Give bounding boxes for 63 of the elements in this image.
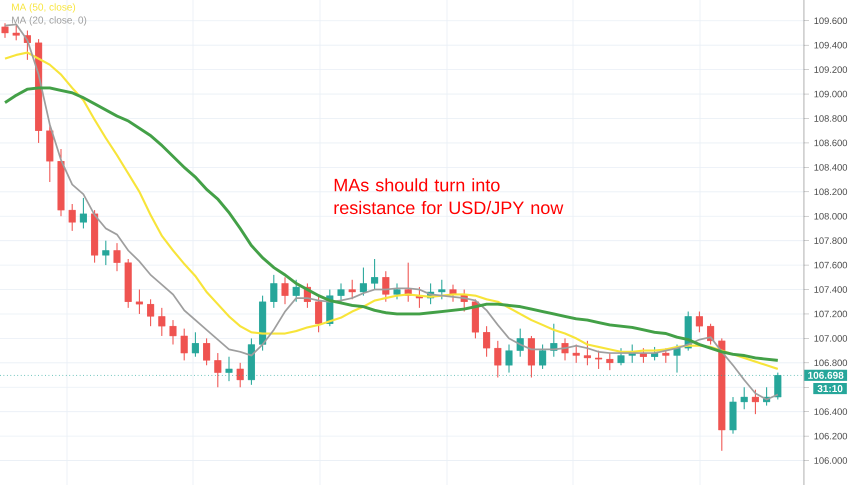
candlestick <box>393 282 401 300</box>
candlestick <box>348 279 356 300</box>
y-tick-label: 107.600 <box>814 262 848 268</box>
y-tick-label: 108.200 <box>814 188 848 196</box>
y-tick-label: 109.200 <box>814 66 848 73</box>
y-tick-label: 108.400 <box>814 164 848 171</box>
candlestick <box>606 352 614 371</box>
candlestick <box>292 279 300 302</box>
y-tick-label: 106.400 <box>814 408 848 415</box>
candlestick <box>438 279 446 300</box>
candlestick <box>192 332 199 358</box>
annotation: MAs should turn into resistance for USD/JPY now <box>334 178 564 214</box>
candlestick <box>505 344 513 374</box>
candlestick <box>80 197 87 229</box>
y-tick-label: 106.200 <box>814 432 848 440</box>
y-tick-label: 108.000 <box>814 212 848 220</box>
text: MA (50, close) <box>12 3 76 13</box>
y-tick-label: 109.400 <box>814 42 848 48</box>
candlestick <box>595 350 602 370</box>
y-tick-label: 106.800 <box>814 360 848 366</box>
candlestick <box>483 326 490 358</box>
y-tick-label: 108.800 <box>814 115 848 122</box>
series-label: MA (20, close, 0) <box>12 16 86 26</box>
candlestick <box>662 348 670 364</box>
candlestick <box>270 274 278 308</box>
y-tick-label: 108.600 <box>814 140 848 146</box>
candlestick <box>113 242 121 272</box>
candlestick <box>360 267 367 296</box>
candlestick <box>584 340 591 366</box>
y-tick-label: 107.800 <box>814 237 848 244</box>
candlestick <box>494 340 502 378</box>
y-tick-label: 109.600 <box>814 17 848 24</box>
candlestick <box>337 282 345 302</box>
candlestick <box>382 270 390 302</box>
y-tick-label: 109.000 <box>814 90 848 98</box>
y-tick-label: 106.000 <box>814 457 848 464</box>
candlestick <box>752 389 759 415</box>
candlestick <box>102 240 110 266</box>
candlestick <box>136 288 143 314</box>
y-tick-label: 107.200 <box>814 310 848 318</box>
candlestick <box>180 328 188 361</box>
candlestick <box>673 344 681 374</box>
candlestick <box>203 338 210 366</box>
candlestick <box>740 386 748 410</box>
text: 31:10 <box>818 385 842 392</box>
candlestick <box>371 258 378 290</box>
candlestick <box>539 344 546 370</box>
ref-line-label: 106.698 <box>808 372 844 379</box>
candlestick <box>236 362 244 388</box>
candlestick <box>617 348 625 366</box>
candlestick <box>147 298 154 327</box>
candlestick <box>572 344 580 364</box>
candlestick <box>1 22 9 38</box>
y-tick-label: 107.000 <box>814 335 848 342</box>
candlestick <box>281 276 289 305</box>
candlestick <box>315 295 322 333</box>
candlestick <box>68 203 76 232</box>
y-tick-label: 107.400 <box>814 286 848 293</box>
candlestick <box>12 25 20 41</box>
candlestick <box>169 320 177 346</box>
candlestick <box>214 352 222 388</box>
candlestick <box>696 310 703 333</box>
candlestick <box>158 307 166 336</box>
